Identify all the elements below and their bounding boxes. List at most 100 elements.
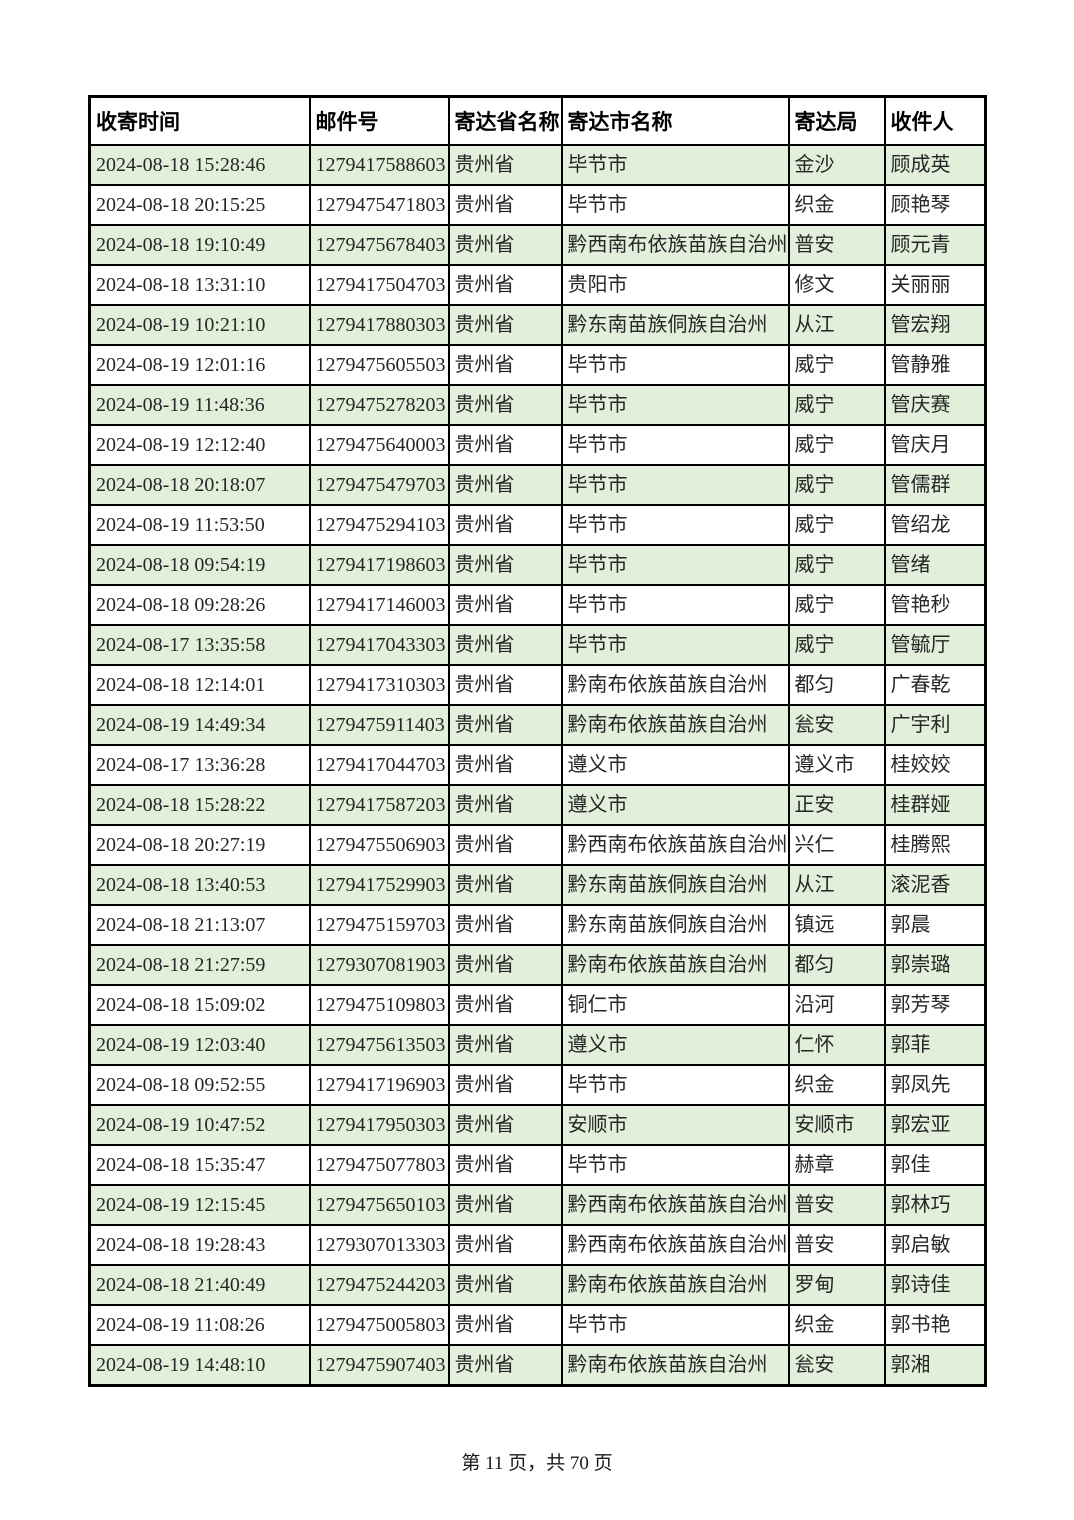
column-header-province: 寄达省名称: [447, 95, 563, 146]
cell-mail-number: 1279417950303: [308, 1103, 450, 1146]
cell-province-name: 贵州省: [447, 1223, 563, 1266]
column-header-office: 寄达局: [787, 95, 886, 146]
cell-mail-number: 1279307013303: [308, 1223, 450, 1266]
cell-post-office: 金沙: [787, 143, 886, 186]
cell-city-name: 毕节市: [560, 583, 790, 626]
cell-mail-number: 1279475479703: [308, 463, 450, 506]
cell-city-name: 贵阳市: [560, 263, 790, 306]
cell-post-office: 赫章: [787, 1143, 886, 1186]
table-row: 2024-08-18 21:40:49 1279475244203 贵州省 黔南…: [88, 1263, 987, 1306]
cell-post-office: 从江: [787, 863, 886, 906]
table-row: 2024-08-19 14:48:10 1279475907403 贵州省 黔南…: [88, 1343, 987, 1386]
cell-post-office: 瓮安: [787, 1343, 886, 1386]
cell-province-name: 贵州省: [447, 143, 563, 186]
cell-province-name: 贵州省: [447, 943, 563, 986]
cell-city-name: 毕节市: [560, 1143, 790, 1186]
cell-province-name: 贵州省: [447, 383, 563, 426]
table-row: 2024-08-18 21:13:07 1279475159703 贵州省 黔东…: [88, 903, 987, 946]
cell-recipient-name: 广宇利: [883, 703, 987, 746]
cell-post-office: 都匀: [787, 943, 886, 986]
cell-city-name: 毕节市: [560, 423, 790, 466]
cell-receive-time: 2024-08-18 12:14:01: [88, 663, 311, 706]
cell-receive-time: 2024-08-18 15:28:22: [88, 783, 311, 826]
cell-mail-number: 1279475109803: [308, 983, 450, 1026]
cell-receive-time: 2024-08-19 10:21:10: [88, 303, 311, 346]
mail-records-table: 收寄时间 邮件号 寄达省名称 寄达市名称 寄达局 收件人 2024-08-18 15:28…: [88, 95, 987, 1387]
cell-mail-number: 1279307081903: [308, 943, 450, 986]
cell-recipient-name: 郭佳: [883, 1143, 987, 1186]
cell-recipient-name: 滚泥香: [883, 863, 987, 906]
cell-mail-number: 1279417043303: [308, 623, 450, 666]
cell-city-name: 毕节市: [560, 383, 790, 426]
table-row: 2024-08-19 11:53:50 1279475294103 贵州省 毕节…: [88, 503, 987, 546]
cell-recipient-name: 郭湘: [883, 1343, 987, 1386]
cell-city-name: 毕节市: [560, 143, 790, 186]
cell-recipient-name: 郭崇璐: [883, 943, 987, 986]
table-row: 2024-08-18 20:18:07 1279475479703 贵州省 毕节…: [88, 463, 987, 506]
cell-post-office: 遵义市: [787, 743, 886, 786]
cell-city-name: 遵义市: [560, 1023, 790, 1066]
cell-post-office: 织金: [787, 1063, 886, 1106]
cell-mail-number: 1279475650103: [308, 1183, 450, 1226]
cell-mail-number: 1279475278203: [308, 383, 450, 426]
cell-province-name: 贵州省: [447, 303, 563, 346]
cell-receive-time: 2024-08-18 20:15:25: [88, 183, 311, 226]
cell-city-name: 毕节市: [560, 183, 790, 226]
table-row: 2024-08-18 15:09:02 1279475109803 贵州省 铜仁…: [88, 983, 987, 1026]
cell-recipient-name: 管庆赛: [883, 383, 987, 426]
table-row: 2024-08-18 12:14:01 1279417310303 贵州省 黔南…: [88, 663, 987, 706]
cell-post-office: 威宁: [787, 383, 886, 426]
cell-mail-number: 1279475077803: [308, 1143, 450, 1186]
cell-receive-time: 2024-08-18 19:10:49: [88, 223, 311, 266]
cell-mail-number: 1279417146003: [308, 583, 450, 626]
cell-receive-time: 2024-08-19 12:01:16: [88, 343, 311, 386]
cell-mail-number: 1279475506903: [308, 823, 450, 866]
cell-receive-time: 2024-08-18 20:27:19: [88, 823, 311, 866]
table-row: 2024-08-18 21:27:59 1279307081903 贵州省 黔南…: [88, 943, 987, 986]
cell-city-name: 遵义市: [560, 783, 790, 826]
table-row: 2024-08-18 13:40:53 1279417529903 贵州省 黔东…: [88, 863, 987, 906]
cell-recipient-name: 管绪: [883, 543, 987, 586]
cell-province-name: 贵州省: [447, 623, 563, 666]
cell-post-office: 安顺市: [787, 1103, 886, 1146]
cell-province-name: 贵州省: [447, 183, 563, 226]
cell-recipient-name: 郭诗佳: [883, 1263, 987, 1306]
cell-province-name: 贵州省: [447, 263, 563, 306]
cell-mail-number: 1279417529903: [308, 863, 450, 906]
cell-receive-time: 2024-08-19 12:15:45: [88, 1183, 311, 1226]
cell-post-office: 正安: [787, 783, 886, 826]
cell-mail-number: 1279417196903: [308, 1063, 450, 1106]
cell-city-name: 黔东南苗族侗族自治州: [560, 303, 790, 346]
table-row: 2024-08-18 09:28:26 1279417146003 贵州省 毕节…: [88, 583, 987, 626]
cell-post-office: 威宁: [787, 543, 886, 586]
cell-mail-number: 1279475294103: [308, 503, 450, 546]
cell-receive-time: 2024-08-18 21:40:49: [88, 1263, 311, 1306]
cell-city-name: 遵义市: [560, 743, 790, 786]
cell-recipient-name: 郭菲: [883, 1023, 987, 1066]
column-header-city: 寄达市名称: [560, 95, 790, 146]
cell-receive-time: 2024-08-19 12:12:40: [88, 423, 311, 466]
cell-mail-number: 1279475613503: [308, 1023, 450, 1066]
cell-receive-time: 2024-08-19 11:53:50: [88, 503, 311, 546]
cell-province-name: 贵州省: [447, 823, 563, 866]
cell-post-office: 织金: [787, 183, 886, 226]
cell-receive-time: 2024-08-19 10:47:52: [88, 1103, 311, 1146]
cell-province-name: 贵州省: [447, 1343, 563, 1386]
column-header-mail_no: 邮件号: [308, 95, 450, 146]
page-number-footer: 第 11 页，共 70 页: [461, 1453, 613, 1474]
cell-city-name: 黔南布依族苗族自治州: [560, 703, 790, 746]
cell-mail-number: 1279475159703: [308, 903, 450, 946]
cell-post-office: 威宁: [787, 423, 886, 466]
column-header-time: 收寄时间: [88, 95, 311, 146]
cell-city-name: 毕节市: [560, 463, 790, 506]
table-row: 2024-08-18 13:31:10 1279417504703 贵州省 贵阳…: [88, 263, 987, 306]
cell-mail-number: 1279475907403: [308, 1343, 450, 1386]
cell-province-name: 贵州省: [447, 343, 563, 386]
cell-city-name: 黔南布依族苗族自治州: [560, 1263, 790, 1306]
cell-mail-number: 1279417880303: [308, 303, 450, 346]
cell-recipient-name: 顾成英: [883, 143, 987, 186]
cell-post-office: 威宁: [787, 583, 886, 626]
cell-city-name: 黔东南苗族侗族自治州: [560, 863, 790, 906]
table-row: 2024-08-19 12:03:40 1279475613503 贵州省 遵义…: [88, 1023, 987, 1066]
cell-city-name: 黔南布依族苗族自治州: [560, 1343, 790, 1386]
